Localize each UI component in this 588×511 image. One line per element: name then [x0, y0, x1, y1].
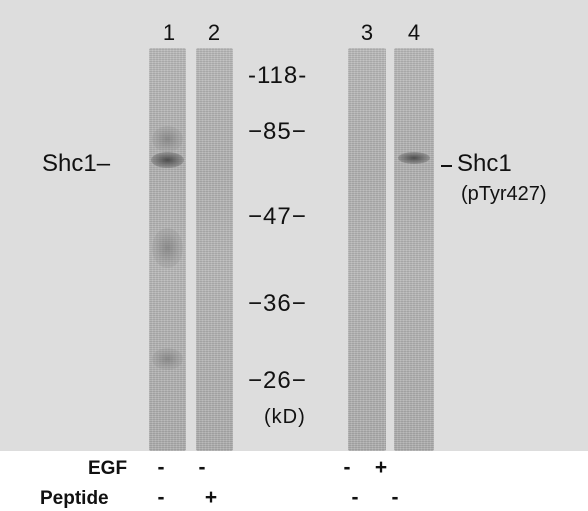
egf-sign-lane-4: +: [374, 456, 388, 479]
peptide-sign-lane-4: -: [391, 486, 399, 509]
blot-lane-3: [348, 48, 386, 451]
lane-1-background-smear: [152, 126, 183, 152]
blot-lane-4: [394, 48, 434, 451]
right-protein-label: Shc1: [457, 150, 512, 177]
lane-1-bottom-smear: [152, 348, 183, 370]
lane-4-shc1-band: [398, 152, 430, 164]
western-blot-panel: 1 2 3 4 -118- −85− −47− −36− −26− (kD) S…: [0, 0, 588, 451]
peptide-sign-lane-1: -: [157, 486, 165, 509]
right-label-dash: [441, 165, 452, 167]
peptide-sign-lane-2: +: [204, 486, 218, 509]
egf-sign-lane-2: -: [198, 456, 206, 479]
marker-26: −26−: [248, 367, 307, 394]
lane-number-1: 1: [162, 20, 176, 45]
right-modification-label: (pTyr427): [461, 183, 547, 205]
blot-lane-1: [149, 48, 186, 451]
marker-85: −85−: [248, 118, 307, 145]
lane-number-3: 3: [360, 20, 374, 45]
marker-118: -118-: [248, 62, 308, 89]
marker-36: −36−: [248, 290, 307, 317]
egf-sign-lane-3: -: [343, 456, 351, 479]
left-protein-label: Shc1–: [42, 150, 111, 177]
lane-1-shc1-band: [151, 152, 184, 168]
marker-unit-kd: (kD): [264, 406, 306, 428]
blot-lane-2: [196, 48, 233, 451]
peptide-sign-lane-3: -: [351, 486, 359, 509]
egf-sign-lane-1: -: [157, 456, 165, 479]
egf-label: EGF: [88, 458, 128, 479]
lane-1-lower-smear: [152, 228, 183, 268]
lane-number-2: 2: [207, 20, 221, 45]
marker-47: −47−: [248, 203, 307, 230]
peptide-label: Peptide: [40, 488, 109, 509]
lane-number-4: 4: [407, 20, 421, 45]
